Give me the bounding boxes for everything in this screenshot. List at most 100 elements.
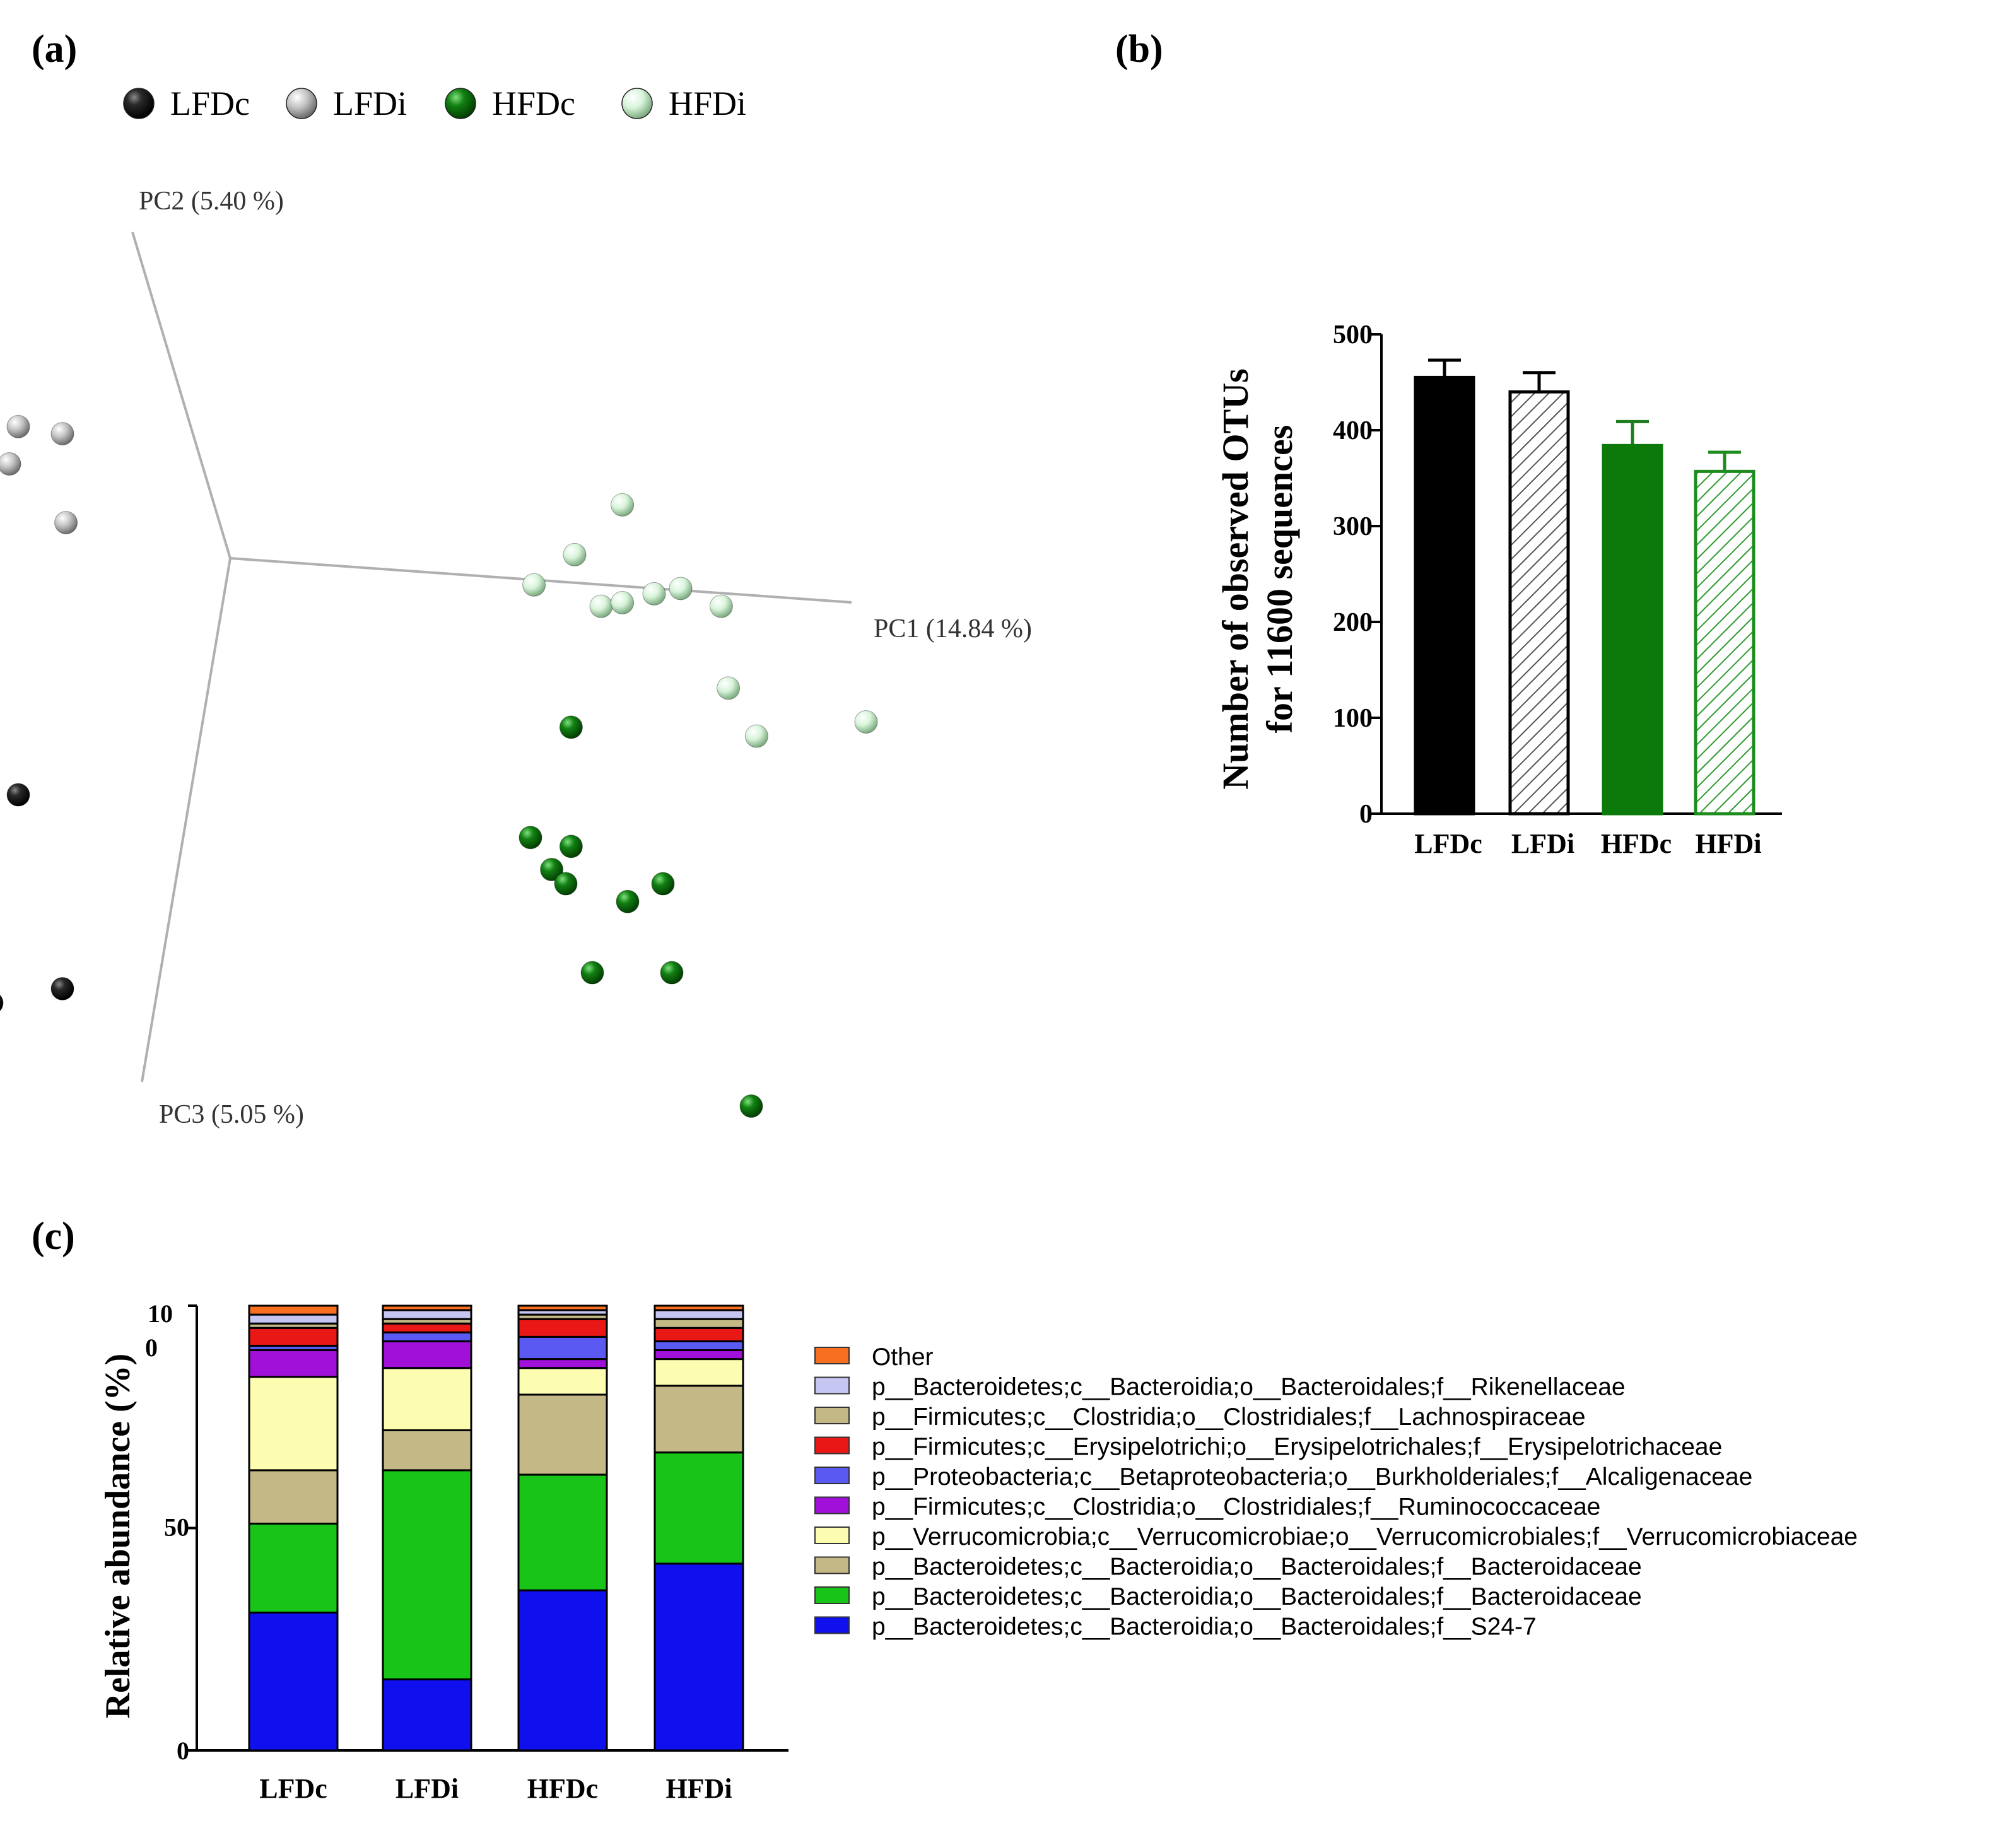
otu-bar-hfdc: [1602, 443, 1663, 816]
pcoa-legend: LFDc LFDi HFDc HFDi: [123, 85, 746, 122]
segment-hfdi-bacteroidaceae-1: [653, 1451, 744, 1565]
otu-y-tick-label-200: 200: [1333, 608, 1373, 637]
abundance-legend-swatch-7: [814, 1556, 850, 1574]
segment-hfdc-bacteroidaceae-1: [517, 1474, 608, 1591]
abundance-y-tick-label-2: 10: [148, 1299, 173, 1328]
abundance-y-tick-label-0: 0: [177, 1737, 189, 1765]
abundance-x-tick-label-hfdc: HFDc: [527, 1773, 598, 1804]
otu-y-tick-label-300: 300: [1333, 512, 1373, 541]
pcoa-points: [0, 414, 878, 1118]
segment-hfdc-alcaligenaceae: [517, 1335, 608, 1361]
segment-lfdc-bacteroidaceae-1: [248, 1522, 339, 1614]
abundance-legend-swatch-3: [814, 1436, 850, 1455]
point-lfdi-4: [50, 422, 74, 446]
legend-marker-lfdc: [123, 88, 155, 119]
abundance-legend-label-0: Other: [872, 1344, 934, 1371]
legend-label-hfdc: HFDc: [492, 85, 575, 122]
otu-y-tick-label-400: 400: [1333, 416, 1373, 445]
otu-x-tick-label-hfdi: HFDi: [1695, 828, 1761, 859]
segment-hfdi-s24-7: [653, 1562, 744, 1752]
point-lfdc-10: [50, 976, 74, 1000]
panel-label-a: (a): [32, 28, 77, 71]
segment-lfdi-bacteroidaceae-2: [382, 1429, 472, 1472]
point-hfdi-8: [717, 676, 741, 700]
point-hfdi-1: [563, 542, 587, 566]
otu-x-tick-label-lfdc: LFDc: [1414, 828, 1482, 859]
point-lfdi-3: [6, 414, 30, 438]
segment-hfdi-other: [653, 1304, 744, 1311]
otu-bar-lfdc: [1414, 375, 1475, 816]
pcoa-axes: PC1 (14.84 %) PC2 (5.40 %) PC3 (5.05 %): [131, 187, 1032, 1129]
segment-lfdc-s24-7: [248, 1611, 339, 1752]
point-hfdi-5: [642, 582, 666, 606]
legend-label-lfdi: LFDi: [333, 85, 407, 122]
point-hfdc-4: [554, 872, 578, 896]
abundance-legend-label-2: p__Firmicutes;c__Clostridia;o__Clostridi…: [872, 1403, 1586, 1431]
abundance-legend-swatch-1: [814, 1376, 850, 1395]
otu-y-tick-label-500: 500: [1333, 320, 1373, 349]
abundance-y-tick-label-1: 50: [164, 1513, 189, 1542]
abundance-stacked-bars: LFDc LFDi HFDc HFDi: [248, 1304, 744, 1804]
otu-y-axis-label: Number of observed OTUs: [1215, 368, 1256, 790]
abundance-legend-label-7: p__Bacteroidetes;c__Bacteroidia;o__Bacte…: [872, 1554, 1642, 1581]
point-hfdi-0: [611, 493, 635, 517]
segment-hfdc-erysipelotrichaceae: [517, 1318, 608, 1338]
segment-hfdi-bacteroidaceae-2: [653, 1385, 744, 1454]
abundance-legend-swatch-9: [814, 1616, 850, 1634]
otu-y-axis-label-line2: for 11600 sequences: [1259, 425, 1300, 734]
segment-lfdi-rikenellaceae: [382, 1309, 472, 1320]
abundance-legend-swatch-6: [814, 1526, 850, 1544]
otu-x-tick-label-lfdi: LFDi: [1511, 828, 1574, 859]
pc2-axis-line: [131, 231, 231, 559]
segment-lfdc-rikenellaceae: [248, 1313, 339, 1325]
point-hfdc-2: [559, 835, 583, 858]
segment-lfdc-bacteroidaceae-2: [248, 1469, 339, 1525]
segment-lfdi-s24-7: [382, 1678, 472, 1752]
abundance-legend-label-4: p__Proteobacteria;c__Betaproteobacteria;…: [872, 1463, 1752, 1491]
otu-bar-hfdi: [1694, 469, 1755, 816]
segment-lfdc-erysipelotrichaceae: [248, 1327, 339, 1347]
pc1-axis-label: PC1 (14.84 %): [874, 614, 1032, 643]
abundance-legend-label-6: p__Verrucomicrobia;c__Verrucomicrobiae;o…: [872, 1523, 1858, 1550]
segment-hfdi-lachnospiraceae: [653, 1318, 744, 1329]
otu-y-tick-label-0: 0: [1359, 800, 1373, 829]
otu-y-tick-label-100: 100: [1333, 704, 1373, 733]
otu-bars: LFDc LFDi HFDc HFDi: [1414, 358, 1762, 859]
segment-lfdc-ruminococcaceae: [248, 1349, 339, 1378]
segment-hfdc-s24-7: [517, 1589, 608, 1752]
segment-lfdc-verrucomicrobiaceae: [248, 1376, 339, 1472]
panel-label-c: (c): [32, 1215, 75, 1258]
segment-hfdi-rikenellaceae: [653, 1309, 744, 1320]
abundance-legend-label-8: p__Bacteroidetes;c__Bacteroidia;o__Bacte…: [872, 1583, 1642, 1610]
abundance-legend: Other p__Bacteroidetes;c__Bacteroidia;o__…: [814, 1344, 1858, 1641]
abundance-legend-label-5: p__Firmicutes;c__Clostridia;o__Clostridi…: [872, 1494, 1600, 1521]
otu-bar-lfdi: [1508, 390, 1570, 816]
segment-hfdc-other: [517, 1304, 608, 1311]
abundance-legend-swatch-5: [814, 1496, 850, 1515]
panel-label-b: (b): [1115, 28, 1163, 71]
point-hfdi-10: [854, 710, 878, 734]
segment-lfdc-other: [248, 1304, 339, 1316]
legend-marker-hfdc: [445, 88, 476, 119]
point-hfdc-5: [616, 889, 640, 913]
abundance-legend-swatch-8: [814, 1586, 850, 1604]
point-lfdi-11: [54, 511, 78, 535]
abundance-x-tick-label-lfdi: LFDi: [396, 1773, 459, 1804]
legend-marker-lfdi: [286, 88, 317, 119]
point-hfdc-9: [739, 1094, 763, 1118]
segment-lfdi-other: [382, 1304, 472, 1311]
otu-bar-panel: Number of observed OTUs for 11600 sequen…: [1215, 320, 1782, 859]
segment-hfdi-erysipelotrichaceae: [653, 1327, 744, 1342]
segment-lfdi-bacteroidaceae-1: [382, 1469, 472, 1680]
abundance-legend-swatch-0: [814, 1347, 850, 1364]
abundance-legend-label-9: p__Bacteroidetes;c__Bacteroidia;o__Bacte…: [872, 1614, 1537, 1641]
segment-lfdi-erysipelotrichaceae: [382, 1322, 472, 1333]
abundance-x-tick-label-hfdi: HFDi: [665, 1773, 732, 1804]
point-hfdc-8: [660, 961, 684, 985]
pc3-axis-label: PC3 (5.05 %): [159, 1100, 304, 1129]
point-lfdc-9: [0, 994, 4, 1012]
abundance-y-tick-label-3: 0: [145, 1333, 158, 1362]
abundance-legend-label-3: p__Firmicutes;c__Erysipelotrichi;o__Erys…: [872, 1434, 1722, 1461]
